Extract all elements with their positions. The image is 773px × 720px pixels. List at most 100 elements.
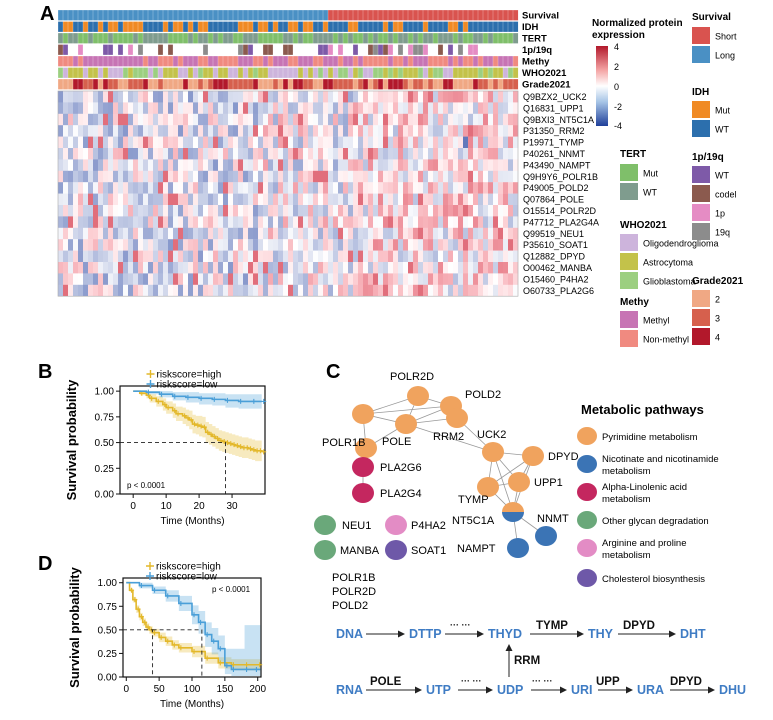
heatmap-cell — [123, 170, 129, 183]
heatmap-cell — [203, 273, 209, 285]
enzyme-upp: UPP — [596, 676, 620, 688]
annotation-cell — [437, 32, 444, 44]
heatmap-cell — [313, 102, 319, 114]
annotation-cell — [127, 67, 134, 79]
heatmap-cell — [168, 113, 174, 126]
annotation-cell — [137, 55, 144, 67]
heatmap-cell — [368, 273, 374, 285]
annotation-cell — [147, 32, 154, 44]
heatmap-cell — [473, 250, 479, 263]
heatmap-cell — [368, 91, 374, 103]
heatmap-cell — [283, 273, 289, 285]
annotation-cell — [137, 21, 144, 33]
heatmap-cell — [78, 159, 84, 171]
annotation-cell — [442, 78, 449, 90]
heatmap-cell — [213, 91, 219, 103]
heatmap-cell — [138, 159, 144, 171]
censor-mark — [244, 662, 250, 668]
heatmap-cell — [433, 102, 439, 114]
annotation-cell — [462, 55, 469, 67]
heatmap-cell — [233, 216, 239, 228]
heatmap-cell — [118, 182, 124, 194]
annotation-cell — [127, 78, 134, 90]
heatmap-cell — [178, 216, 184, 228]
annotation-cell — [392, 21, 399, 33]
heatmap-cell — [383, 284, 389, 297]
heatmap-cell — [68, 262, 74, 274]
heatmap-cell — [73, 205, 79, 217]
heatmap-cell — [313, 91, 319, 103]
heatmap-cell — [103, 273, 109, 285]
heatmap-cell — [328, 159, 334, 171]
annotation-cell — [507, 78, 514, 90]
heatmap-cell — [163, 170, 169, 183]
heatmap-cell — [283, 148, 289, 160]
heatmap-cell — [393, 205, 399, 217]
annotation-cell — [497, 44, 504, 56]
heatmap-cell — [213, 148, 219, 160]
heatmap-cell — [93, 205, 99, 217]
annotation-cell — [382, 32, 389, 44]
heatmap-cell — [248, 250, 254, 263]
heatmap-cell — [428, 148, 434, 160]
heatmap-cell — [313, 216, 319, 228]
heatmap-cell — [153, 262, 159, 274]
heatmap-cell — [243, 91, 249, 103]
heatmap-cell — [343, 113, 349, 126]
annotation-cell — [302, 67, 309, 79]
heatmap-cell — [103, 216, 109, 228]
heatmap-cell — [378, 113, 384, 126]
heatmap-cell — [233, 159, 239, 171]
heatmap-cell — [463, 182, 469, 194]
metabolite-dna: DNA — [336, 627, 363, 641]
censor-mark — [198, 423, 204, 429]
heatmap-cell — [198, 125, 204, 137]
heatmap-cell — [498, 102, 504, 114]
heatmap-cell — [413, 205, 419, 217]
heatmap-cell — [453, 91, 459, 103]
heatmap-cell — [208, 170, 214, 183]
heatmap-cell — [368, 102, 374, 114]
node-neu1 — [314, 515, 336, 535]
colorbar-tick: -4 — [614, 121, 622, 131]
heatmap-cell — [363, 125, 369, 137]
heatmap-cell — [513, 148, 519, 160]
heatmap-cell — [368, 250, 374, 263]
heatmap-cell — [503, 239, 509, 251]
heatmap-cell — [298, 273, 304, 285]
gene-label: O15460_P4HA2 — [523, 274, 589, 284]
heatmap-cell — [338, 205, 344, 217]
annotation-cell — [92, 55, 99, 67]
censor-mark — [162, 402, 168, 408]
annotation-cell — [147, 21, 154, 33]
heatmap-cell — [328, 239, 334, 251]
heatmap-cell — [478, 91, 484, 103]
node-manba — [314, 540, 336, 560]
annotation-cell — [232, 67, 239, 79]
annotation-cell — [442, 9, 449, 21]
heatmap-cell — [428, 250, 434, 263]
heatmap-cell — [98, 216, 104, 228]
annotation-cell — [57, 32, 64, 44]
heatmap-cell — [88, 102, 94, 114]
annotation-cell — [82, 78, 89, 90]
heatmap-cell — [453, 159, 459, 171]
heatmap-cell — [258, 216, 264, 228]
heatmap-cell — [198, 170, 204, 183]
heatmap-cell — [148, 239, 154, 251]
heatmap-cell — [488, 239, 494, 251]
node-label: MANBA — [340, 545, 380, 557]
annotation-cell — [387, 67, 394, 79]
annotation-cell — [427, 67, 434, 79]
heatmap-cell — [373, 113, 379, 126]
heatmap-cell — [283, 227, 289, 240]
panel-label-d: D — [38, 553, 52, 575]
node-label: UPP1 — [534, 477, 563, 489]
metabolite-uri: URI — [571, 683, 593, 697]
annotation-cell — [492, 44, 499, 56]
annotation-cell — [337, 32, 344, 44]
heatmap-cell — [108, 91, 114, 103]
heatmap-cell — [458, 227, 464, 240]
annotation-cell — [97, 55, 104, 67]
heatmap-cell — [378, 159, 384, 171]
